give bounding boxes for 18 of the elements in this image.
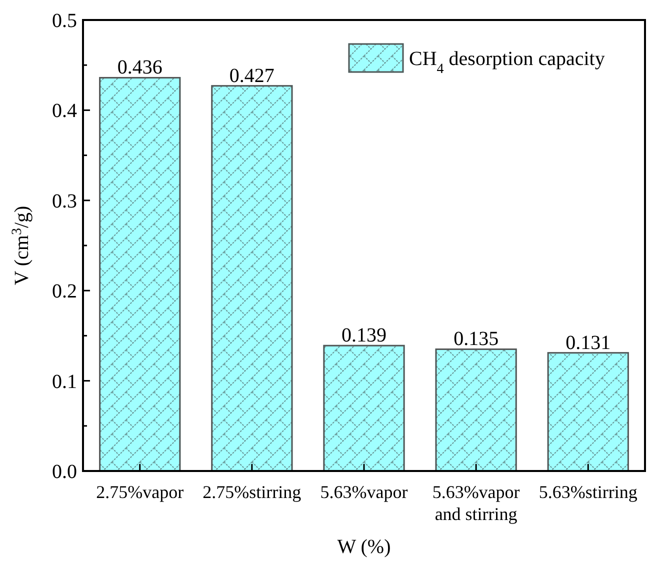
y-tick-label: 0.3: [52, 190, 77, 212]
data-label: 0.135: [454, 328, 499, 350]
data-label: 0.139: [342, 324, 386, 347]
data-label: 0.427: [229, 64, 274, 87]
y-tick-label: 0.5: [52, 10, 77, 32]
y-tick-label: 0.1: [52, 370, 77, 393]
x-tick-label: 5.63%vapor: [320, 482, 408, 502]
data-label: 0.131: [566, 332, 611, 354]
legend-label: CH$_{4}$ desorption capacity: [409, 48, 605, 76]
y-tick-label: 0.4: [52, 100, 77, 122]
data-label: 0.436: [117, 56, 162, 79]
y-tick-label: 0.0: [52, 461, 77, 483]
y-tick-label: 0.2: [52, 280, 77, 303]
x-tick-label: 5.63%vapor and stirring: [432, 482, 520, 524]
x-axis-title: W (%): [337, 536, 391, 558]
x-tick-label: 2.75%vapor: [96, 482, 184, 502]
x-tick-label: 2.75%stirring: [202, 482, 302, 502]
x-tick-label: 5.63%stirring: [538, 482, 638, 502]
